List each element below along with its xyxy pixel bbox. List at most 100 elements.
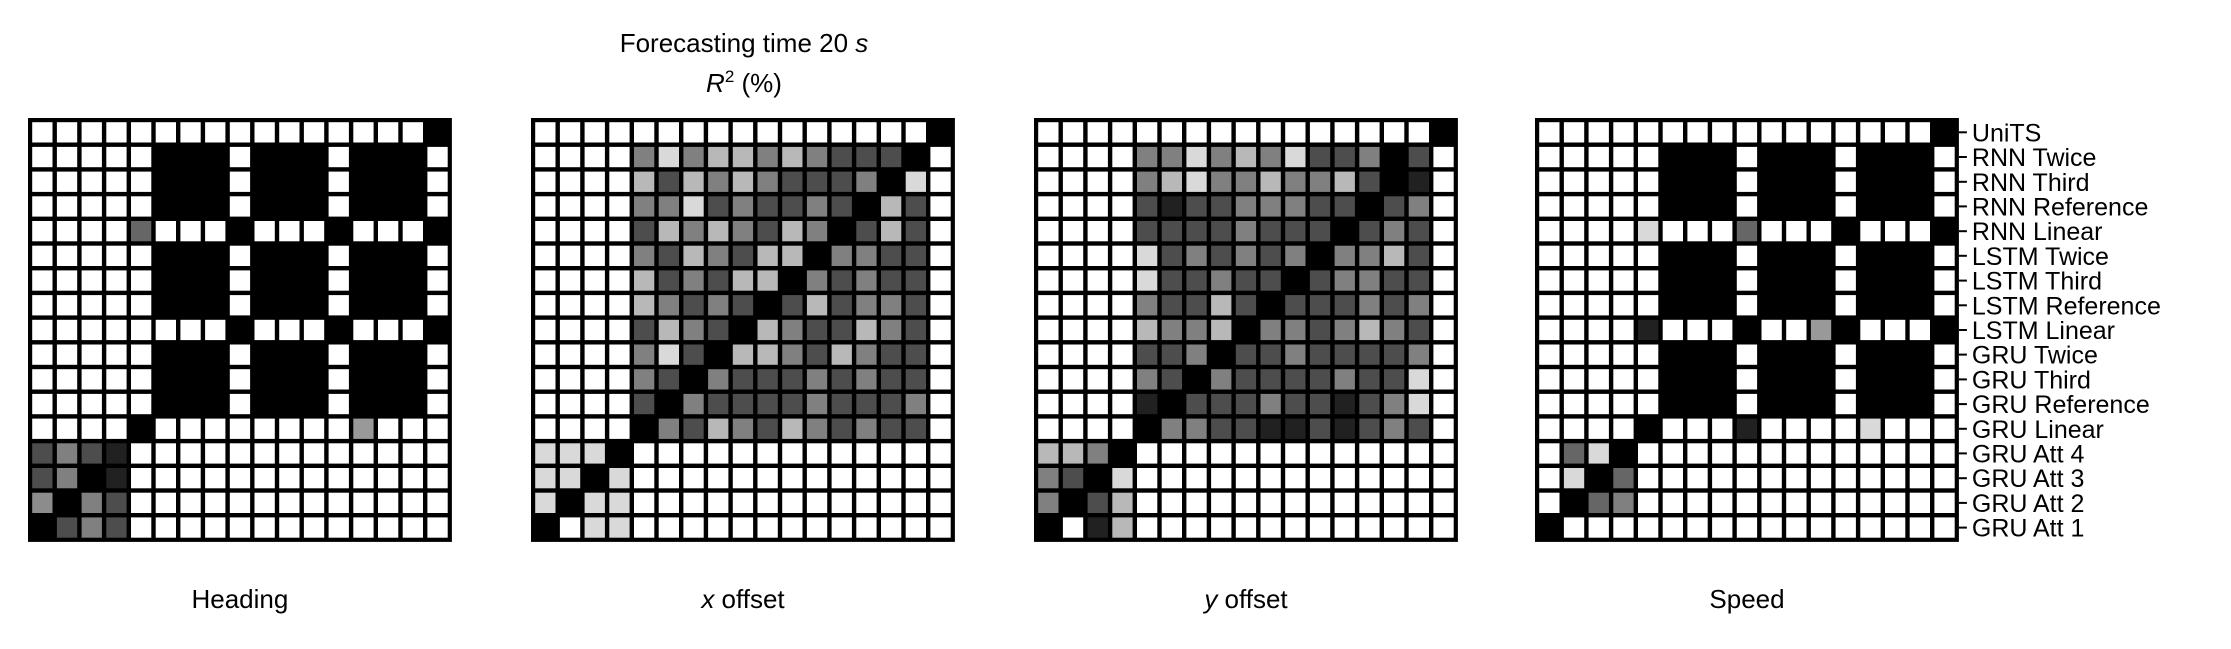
- heatmap-cell: [1909, 245, 1930, 266]
- heatmap-cell: [683, 418, 704, 439]
- heatmap-cell: [1835, 443, 1856, 464]
- heatmap-cell: [1334, 270, 1355, 291]
- heatmap-cell: [1309, 468, 1331, 489]
- heatmap-cell: [229, 146, 251, 168]
- heatmap-cell: [254, 221, 275, 242]
- chart-title: Forecasting time 20 s: [620, 28, 869, 58]
- heatmap-cell: [1186, 468, 1207, 489]
- heatmap-cell: [303, 146, 325, 168]
- heatmap-cell: [427, 319, 448, 341]
- heatmap-cell: [106, 295, 127, 316]
- heatmap-cell: [81, 295, 102, 316]
- heatmap-cell: [1112, 221, 1133, 242]
- heatmap-cell: [254, 443, 275, 464]
- heatmap-cell: [1285, 319, 1306, 341]
- heatmap-cell: [1687, 146, 1708, 168]
- heatmap-cell: [930, 369, 951, 390]
- heatmap-cell: [1112, 146, 1133, 168]
- heatmap-cell: [831, 418, 852, 439]
- heatmap-cell: [1712, 443, 1733, 464]
- heatmap-cell: [1588, 171, 1609, 192]
- heatmap-cell: [1712, 319, 1733, 341]
- heatmap-cell: [782, 146, 803, 168]
- heatmap-cell: [106, 344, 127, 365]
- heatmap-cell: [757, 418, 778, 439]
- heatmap-cell: [279, 344, 300, 365]
- heatmap-cell: [1309, 393, 1331, 415]
- heatmap-cell: [708, 122, 729, 143]
- heatmap-cell: [402, 369, 423, 390]
- heatmap-cell: [1087, 146, 1108, 168]
- heatmap-cell: [1359, 443, 1380, 464]
- heatmap-cell: [1260, 468, 1281, 489]
- heatmap-cell: [634, 468, 655, 489]
- heatmap-cell: [353, 295, 374, 316]
- heatmap-cell: [1810, 270, 1832, 291]
- heatmap-cell: [1112, 270, 1133, 291]
- heatmap-cell: [378, 196, 399, 217]
- heatmap-cell: [609, 319, 630, 341]
- heatmap-cell: [708, 221, 729, 242]
- heatmap-cell: [683, 393, 704, 415]
- heatmap-cell: [56, 245, 78, 266]
- heatmap-cell: [708, 418, 729, 439]
- heatmap-cell: [683, 245, 704, 266]
- heatmap-cell: [378, 221, 399, 242]
- heatmap-cell: [559, 146, 581, 168]
- heatmap-cell: [584, 295, 605, 316]
- heatmap-cell: [658, 393, 679, 415]
- heatmap-cell: [881, 393, 902, 415]
- heatmap-cell: [378, 443, 399, 464]
- heatmap-cell: [806, 245, 828, 266]
- heatmap-cell: [1038, 393, 1059, 415]
- heatmap-cell: [1186, 517, 1207, 538]
- heatmap-cell: [1260, 517, 1281, 538]
- heatmap-cell: [56, 295, 78, 316]
- heatmap-cell: [1662, 443, 1683, 464]
- heatmap-cell: [856, 171, 877, 192]
- heatmap-cell: [1909, 295, 1930, 316]
- heatmap-cell: [930, 270, 951, 291]
- heatmap-cell: [1687, 443, 1708, 464]
- heatmap-cell: [353, 344, 374, 365]
- heatmap-cell: [254, 196, 275, 217]
- heatmap-cell: [1087, 270, 1108, 291]
- heatmap-cell: [1285, 443, 1306, 464]
- heatmap-cell: [106, 517, 127, 538]
- heatmap-cell: [378, 492, 399, 513]
- heatmap-cell: [757, 393, 778, 415]
- heatmap-cell: [1062, 295, 1084, 316]
- heatmap-cell: [229, 122, 251, 143]
- heatmap-cell: [1934, 443, 1955, 464]
- heatmap-cell: [1433, 418, 1454, 439]
- heatmap-cell: [806, 393, 828, 415]
- heatmap-cell: [1038, 369, 1059, 390]
- heatmap-cell: [1161, 221, 1182, 242]
- heatmap-cell: [683, 122, 704, 143]
- heatmap-cell: [881, 344, 902, 365]
- heatmap-cell: [303, 319, 325, 341]
- heatmap-cell: [905, 270, 926, 291]
- heatmap-cell: [1384, 245, 1405, 266]
- heatmap-cell: [1934, 369, 1955, 390]
- heatmap-cell: [634, 196, 655, 217]
- heatmap-cell: [1885, 295, 1906, 316]
- heatmap-cell: [1309, 196, 1331, 217]
- heatmap-cell: [1712, 517, 1733, 538]
- heatmap-cell: [1539, 221, 1560, 242]
- heatmap-cell: [732, 468, 754, 489]
- heatmap-cell: [378, 122, 399, 143]
- heatmap-cell: [1563, 270, 1585, 291]
- heatmap-cell: [56, 369, 78, 390]
- heatmap-cell: [1062, 443, 1084, 464]
- heatmap-cell: [1334, 295, 1355, 316]
- heatmap-cell: [1408, 221, 1429, 242]
- heatmap-cell: [205, 393, 226, 415]
- heatmap-cell: [1359, 492, 1380, 513]
- heatmap-cell: [535, 393, 556, 415]
- heatmap-cell: [881, 369, 902, 390]
- heatmap-cell: [1786, 393, 1807, 415]
- heatmap-cell: [1835, 245, 1856, 266]
- heatmap-cell: [254, 146, 275, 168]
- heatmap-cell: [1736, 171, 1758, 192]
